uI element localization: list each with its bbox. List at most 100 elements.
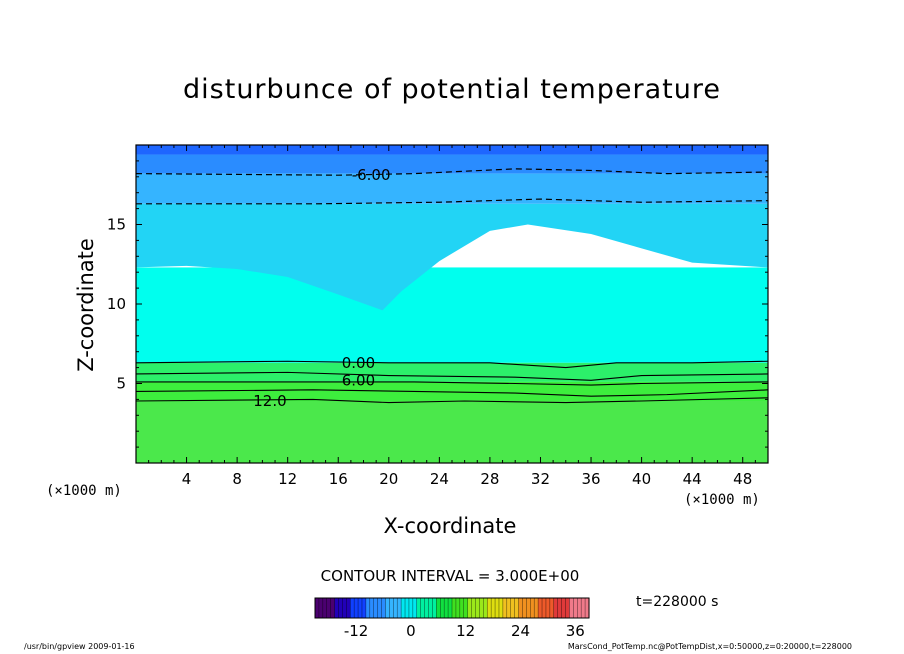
fill-band-7 xyxy=(136,400,768,463)
colorbar-cell-2 xyxy=(322,598,328,618)
colorbar-cell-42 xyxy=(479,598,484,618)
colorbar-cell-68 xyxy=(581,598,586,618)
colorbar-cell-19 xyxy=(389,598,394,618)
colorbar-cell-0 xyxy=(315,598,320,618)
colorbar-cell-21 xyxy=(397,598,402,618)
colorbar-cell-55 xyxy=(530,598,535,618)
colorbar-cell-20 xyxy=(393,598,398,618)
colorbar-cell-39 xyxy=(467,598,473,618)
contour-line-0 xyxy=(136,168,768,176)
x-tick-label-4: 20 xyxy=(379,470,398,488)
colorbar-label-4: 36 xyxy=(566,622,585,640)
fill-band-5 xyxy=(136,362,768,382)
colorbar-cell-7 xyxy=(342,598,347,618)
y-tick-label-0: 5 xyxy=(116,375,126,393)
colorbar-cell-51 xyxy=(514,598,520,618)
time-label: t=228000 s xyxy=(636,594,719,610)
colorbar-cell-30 xyxy=(432,598,437,618)
colorbar-cell-12 xyxy=(361,598,367,618)
contour-label-1: 0.00 xyxy=(342,354,375,372)
colorbar-cell-16 xyxy=(377,598,383,618)
colorbar-cell-3 xyxy=(326,598,332,618)
x-tick-label-2: 12 xyxy=(278,470,297,488)
colorbar-cell-11 xyxy=(358,598,363,618)
colorbar-cell-52 xyxy=(518,598,524,618)
colorbar-label-2: 12 xyxy=(456,622,475,640)
colorbar-cell-25 xyxy=(412,598,418,618)
colorbar-cell-31 xyxy=(436,598,441,618)
colorbar-label-1: 0 xyxy=(406,622,416,640)
colorbar-cell-69 xyxy=(585,598,590,618)
colorbar-cell-62 xyxy=(557,598,563,618)
contour-interval: CONTOUR INTERVAL = 3.000E+00 xyxy=(320,567,580,585)
colorbar-frame xyxy=(314,597,590,619)
colorbar-cell-43 xyxy=(483,598,488,618)
contour-line-6 xyxy=(136,397,768,404)
contour-line-4 xyxy=(136,381,768,386)
colorbar-cell-28 xyxy=(424,598,430,618)
contour-label-3: 12.0 xyxy=(253,392,286,410)
x-tick-label-9: 40 xyxy=(632,470,651,488)
x-tick-label-3: 16 xyxy=(329,470,348,488)
colorbar-label-0: -12 xyxy=(344,622,369,640)
contour-fill-layer xyxy=(136,145,768,463)
y-axis-ticks: 5 10 15 xyxy=(107,160,768,448)
colorbar-cell-9 xyxy=(350,598,355,618)
colorbar-cell-5 xyxy=(334,598,340,618)
colorbar-cell-58 xyxy=(542,598,547,618)
x-tick-label-10: 44 xyxy=(683,470,702,488)
colorbar-cell-48 xyxy=(502,598,508,618)
x-axis-ticks: 4 8 12 16 20 24 28 32 36 40 44 48 xyxy=(148,145,756,488)
colorbar-cell-32 xyxy=(440,598,445,618)
colorbar-cell-61 xyxy=(553,598,559,618)
colorbar-cell-8 xyxy=(346,598,351,618)
fill-band-6 xyxy=(136,381,768,401)
colorbar-cell-67 xyxy=(577,598,582,618)
colorbar-cell-35 xyxy=(452,598,457,618)
fill-region-3 xyxy=(136,203,768,311)
colorbar-cell-18 xyxy=(385,598,390,618)
x-axis-unit: (×1000 m) xyxy=(684,492,760,508)
colorbar-cell-50 xyxy=(510,598,516,618)
colorbar-cell-14 xyxy=(369,598,375,618)
colorbar-cell-38 xyxy=(463,598,469,618)
x-tick-label-0: 4 xyxy=(182,470,192,488)
colorbar-cell-24 xyxy=(408,598,414,618)
y-tick-label-2: 15 xyxy=(107,216,126,234)
fill-band-2 xyxy=(136,173,768,204)
fill-band-1 xyxy=(136,154,768,174)
contour-label-0: -6.00 xyxy=(352,166,391,184)
colorbar-cell-4 xyxy=(330,598,336,618)
y-axis-unit: (×1000 m) xyxy=(46,483,122,499)
colorbar-cell-64 xyxy=(565,598,571,618)
x-tick-label-6: 28 xyxy=(480,470,499,488)
colorbar-cell-15 xyxy=(373,598,379,618)
colorbar-cell-41 xyxy=(475,598,480,618)
fill-band-4 xyxy=(136,267,768,363)
y-tick-label-1: 10 xyxy=(107,295,126,313)
contour-line-3 xyxy=(136,371,768,381)
colorbar-cell-17 xyxy=(381,598,387,618)
colorbar-cell-63 xyxy=(561,598,567,618)
fill-band-0 xyxy=(136,145,768,155)
x-tick-label-1: 8 xyxy=(232,470,242,488)
colorbar-cell-29 xyxy=(428,598,434,618)
colorbar-cell-45 xyxy=(491,598,496,618)
colorbar-cell-26 xyxy=(416,598,422,618)
colorbar-cell-13 xyxy=(365,598,371,618)
colorbar-cell-60 xyxy=(549,598,555,618)
footer-left: /usr/bin/gpview 2009-01-16 xyxy=(24,642,135,651)
colorbar-cell-65 xyxy=(569,598,574,618)
colorbar-cell-23 xyxy=(405,598,410,618)
colorbar-cell-36 xyxy=(455,598,461,618)
colorbar-cell-59 xyxy=(545,598,551,618)
colorbar-cell-37 xyxy=(459,598,465,618)
x-tick-label-5: 24 xyxy=(430,470,449,488)
chart-title: disturbunce of potential temperature xyxy=(183,74,721,105)
footer-right: MarsCond_PotTemp.nc@PotTempDist,x=0:5000… xyxy=(567,642,852,651)
x-tick-label-7: 32 xyxy=(531,470,550,488)
colorbar-cell-22 xyxy=(401,598,406,618)
contour-line-layer xyxy=(136,168,768,404)
y-axis-label: Z-coordinate xyxy=(74,238,98,372)
